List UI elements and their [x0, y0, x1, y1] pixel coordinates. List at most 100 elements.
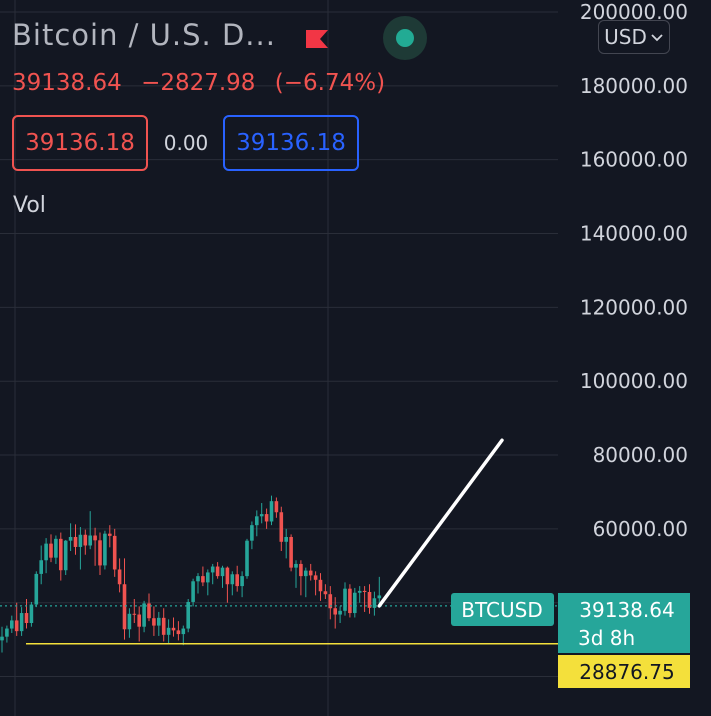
candle-body — [88, 535, 92, 546]
candle-body — [215, 566, 220, 577]
candle — [274, 497, 279, 518]
candle-body — [19, 613, 24, 632]
volume-indicator-label[interactable]: Vol — [13, 193, 46, 218]
candle — [68, 523, 73, 552]
candle-body — [255, 516, 259, 526]
candle — [294, 560, 298, 588]
candle-body — [78, 534, 83, 547]
candle — [19, 607, 24, 636]
candle-body — [127, 613, 132, 630]
support-price-tag-label: 28876.75 — [579, 660, 674, 684]
candle-body — [14, 620, 19, 632]
symbol-tag-label: BTCUSD — [461, 598, 542, 622]
candle-body — [264, 514, 269, 522]
candle — [73, 524, 78, 555]
candle — [333, 597, 337, 629]
candle-body — [73, 536, 78, 547]
candle-body — [313, 575, 318, 580]
candle-body — [289, 536, 293, 568]
candle-body — [274, 501, 279, 513]
candle-body — [196, 576, 200, 582]
last-price: 39138.64 — [12, 70, 122, 96]
price-axis-tick-label: 180000.00 — [580, 74, 688, 98]
candle — [357, 586, 362, 603]
market-status-icon[interactable] — [383, 16, 427, 60]
candle — [59, 532, 63, 581]
candle — [39, 545, 43, 585]
candle — [142, 600, 146, 633]
candle-body — [245, 540, 249, 577]
candle-body — [304, 570, 308, 577]
candle-body — [39, 560, 43, 574]
candle-body — [348, 588, 352, 614]
candle-body — [49, 543, 53, 558]
candle — [235, 565, 239, 592]
candle-body — [240, 576, 244, 587]
candle — [318, 573, 323, 601]
candle — [152, 606, 156, 636]
candle — [63, 539, 68, 576]
candle — [304, 567, 308, 598]
red-flag-icon[interactable] — [304, 28, 330, 50]
spread-value: 0.00 — [163, 131, 209, 155]
candle-body — [269, 501, 274, 522]
candle-body — [294, 563, 298, 568]
candlestick-series — [0, 495, 382, 653]
price-axis-tick-label: 140000.00 — [580, 222, 688, 246]
candle-body — [171, 627, 176, 631]
candle-body — [357, 590, 362, 593]
bar-countdown-label: 3d 8h — [578, 626, 635, 650]
candle — [34, 571, 39, 608]
candle — [225, 566, 230, 603]
candle — [171, 617, 176, 637]
candle — [343, 582, 347, 616]
candle-body — [112, 535, 117, 570]
projection-trend-line[interactable] — [377, 438, 504, 608]
candle-body — [186, 601, 190, 629]
candle — [284, 528, 288, 559]
candle-body — [250, 525, 254, 541]
candle — [122, 558, 127, 640]
candle-body — [328, 594, 333, 609]
candle — [313, 571, 318, 596]
candle — [308, 563, 313, 581]
candle-body — [230, 574, 235, 585]
candle — [215, 562, 220, 579]
candle-body — [44, 543, 48, 561]
candle — [98, 532, 102, 576]
candle — [54, 535, 58, 564]
candle-body — [338, 610, 342, 615]
candle-body — [93, 535, 97, 541]
candle — [240, 571, 244, 598]
candle-body — [377, 595, 382, 599]
candle — [220, 565, 225, 588]
candle — [181, 625, 186, 646]
candle-body — [0, 636, 4, 641]
candle — [44, 538, 48, 574]
candle — [108, 525, 112, 548]
candle — [299, 560, 303, 596]
candle-body — [98, 540, 102, 566]
buy-button[interactable]: 39136.18 — [223, 115, 359, 171]
candle — [191, 578, 195, 607]
candle — [196, 573, 200, 594]
candle — [176, 621, 181, 641]
candle — [24, 599, 29, 629]
candle-body — [308, 570, 313, 576]
candle — [112, 528, 117, 577]
candle — [230, 571, 235, 596]
support-price-tag: 28876.75 — [558, 655, 690, 688]
candle-body — [318, 579, 323, 592]
symbol-title[interactable]: Bitcoin / U.S. D... — [12, 18, 276, 52]
candle — [88, 511, 92, 550]
candle-body — [63, 540, 68, 571]
symbol-price-tag[interactable]: BTCUSD — [451, 593, 554, 626]
price-axis-tick-label: 60000.00 — [593, 517, 688, 541]
candle — [161, 608, 166, 642]
candle — [323, 584, 328, 600]
sell-button[interactable]: 39136.18 — [12, 115, 148, 171]
price-axis-tick-label: 80000.00 — [593, 443, 688, 467]
currency-select[interactable]: USD — [598, 20, 670, 54]
price-axis[interactable]: 200000.00180000.00160000.00140000.001200… — [580, 0, 688, 689]
